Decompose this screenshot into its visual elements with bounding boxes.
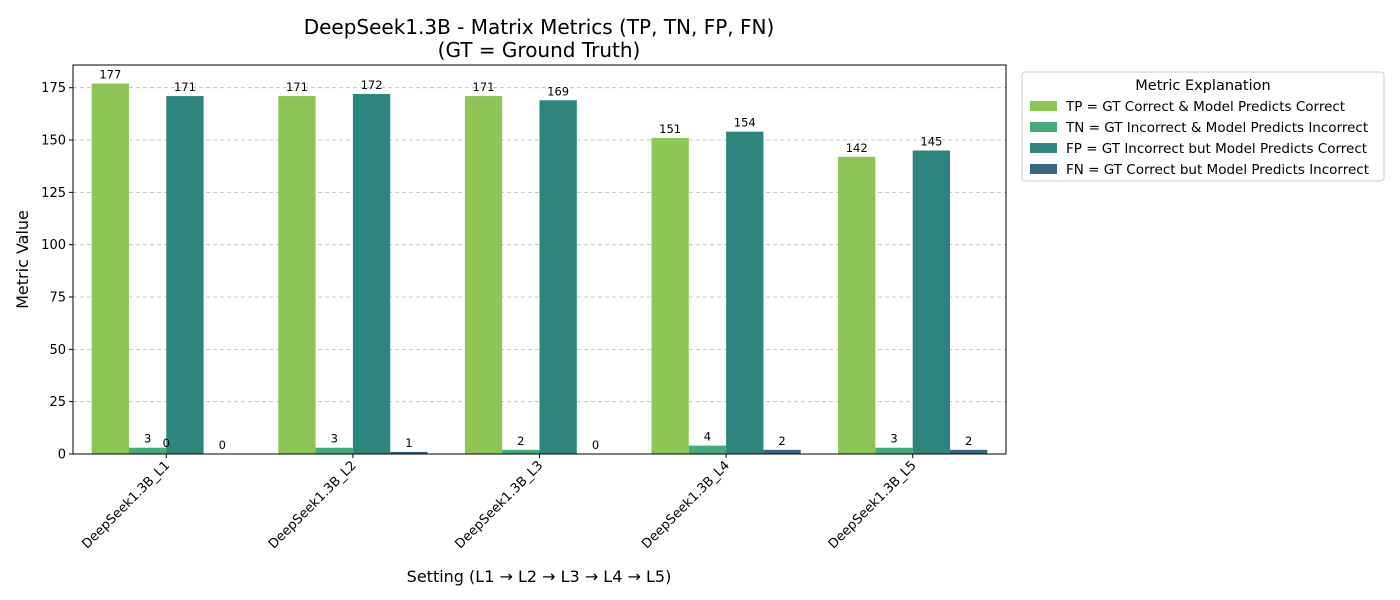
- legend-entry: FN = GT Correct but Model Predicts Incor…: [1066, 162, 1369, 178]
- data-label: 145: [920, 135, 942, 149]
- data-label: 3: [890, 432, 897, 446]
- bar: [278, 96, 316, 454]
- legend-swatch: [1030, 164, 1057, 174]
- chart-title: DeepSeek1.3B - Matrix Metrics (TP, TN, F…: [304, 15, 775, 39]
- legend-entry: FP = GT Incorrect but Model Predicts Cor…: [1066, 141, 1367, 157]
- y-tick-label: 50: [49, 343, 66, 358]
- bar: [875, 447, 913, 454]
- data-label: 151: [659, 122, 681, 136]
- bar: [763, 449, 801, 454]
- data-label: 3: [144, 432, 151, 446]
- y-axis-label: Metric Value: [13, 210, 32, 309]
- legend-swatch: [1030, 101, 1057, 111]
- bar: [502, 449, 540, 454]
- bar: [128, 447, 167, 454]
- legend-entry: TP = GT Correct & Model Predicts Correct: [1065, 99, 1345, 115]
- legend: Metric Explanation TP = GT Correct & Mod…: [1021, 71, 1385, 182]
- bar: [950, 449, 988, 454]
- data-label: 1: [405, 436, 412, 450]
- y-tick-label: 75: [49, 291, 66, 306]
- bar: [651, 137, 689, 455]
- data-label: 171: [174, 80, 196, 94]
- legend-box: [1021, 71, 1385, 182]
- legend-swatch: [1030, 122, 1057, 132]
- data-label: 2: [965, 434, 972, 448]
- y-tick-label: 175: [41, 81, 66, 96]
- data-label: 3: [331, 432, 338, 446]
- y-tick-label: 0: [58, 448, 66, 463]
- data-label: 2: [517, 434, 524, 448]
- bar: [688, 445, 727, 454]
- bar: [315, 447, 353, 454]
- data-label: 4: [704, 430, 711, 444]
- data-label: 0: [592, 438, 599, 452]
- bar: [166, 96, 204, 454]
- bar: [91, 83, 129, 455]
- bar: [352, 93, 391, 455]
- data-label: 154: [734, 116, 756, 130]
- x-axis-label: Setting (L1 → L2 → L3 → L4 → L5): [407, 567, 672, 586]
- legend-swatch: [1030, 143, 1057, 153]
- bars: [91, 83, 988, 455]
- y-tick-label: 100: [41, 238, 66, 253]
- chart-subtitle: (GT = Ground Truth): [438, 38, 641, 62]
- y-tick-label: 150: [41, 134, 66, 149]
- y-tick-label: 125: [41, 186, 66, 201]
- y-axis: 0 25 50 75 100 125 150 175: [41, 81, 73, 463]
- data-label: 172: [361, 78, 383, 92]
- bar: [539, 100, 577, 454]
- data-label: 142: [846, 141, 868, 155]
- data-label: 0: [219, 438, 226, 452]
- annotation-label: 0: [163, 436, 170, 450]
- bar: [838, 156, 876, 455]
- legend-title: Metric Explanation: [1135, 78, 1270, 94]
- bar: [464, 96, 503, 454]
- data-labels: 177 171 171 151 142 3 3 2 4 3 171 172 169 154 145 0 1 0 2 2…: [99, 68, 972, 452]
- y-tick-label: 25: [49, 395, 66, 410]
- legend-items: TP = GT Correct & Model Predicts Correct…: [1030, 99, 1369, 178]
- data-label: 2: [778, 434, 785, 448]
- bar: [912, 150, 951, 454]
- data-label: 177: [99, 68, 121, 82]
- data-label: 171: [473, 80, 495, 94]
- data-label: 171: [286, 80, 308, 94]
- bar: [390, 451, 428, 454]
- legend-entry: TN = GT Incorrect & Model Predicts Incor…: [1065, 120, 1368, 136]
- bar: [726, 131, 764, 454]
- data-label: 169: [547, 84, 569, 98]
